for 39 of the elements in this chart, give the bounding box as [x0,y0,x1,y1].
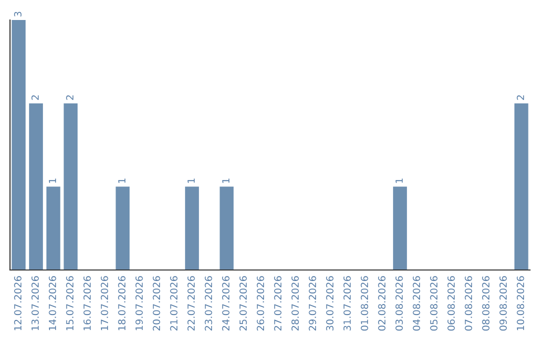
x-tick-label: 30.07.2026 [326,276,334,330]
x-tick-label: 28.07.2026 [291,276,299,331]
data-label: 2 [516,95,524,100]
data-label: 1 [118,178,126,183]
x-tick-label: 10.08.2026 [516,276,524,330]
x-tick-label: 21.07.2026 [170,276,178,331]
x-tick-label: 14.07.2026 [48,276,56,330]
x-tick-label: 27.07.2026 [274,276,282,331]
data-label: 3 [14,12,22,16]
x-tick-label: 05.08.2026 [430,276,438,331]
x-tick-label: 18.07.2026 [118,276,126,330]
x-tick-label: 01.08.2026 [360,276,368,331]
x-tick-label: 03.08.2026 [395,276,403,331]
x-tick-label: 17.07.2026 [100,276,108,330]
data-label: 1 [188,178,195,183]
x-tick-label: 07.08.2026 [464,276,472,331]
x-tick-label: 22.07.2026 [187,276,195,331]
x-tick-label: 04.08.2026 [412,276,420,331]
data-label: 1 [396,178,403,183]
x-tick-label: 06.08.2026 [447,276,455,331]
x-tick-label: 29.07.2026 [308,276,316,331]
data-label: 1 [48,178,56,183]
x-tick-label: 16.07.2026 [83,276,91,330]
x-tick-label: 19.07.2026 [135,276,143,330]
x-tick-label: 23.07.2026 [204,276,212,331]
x-tick-label: 02.08.2026 [378,276,386,331]
data-label: 1 [222,178,230,183]
x-tick-label: 26.07.2026 [256,276,264,331]
x-tick-label: 13.07.2026 [31,276,39,330]
x-tick-label: 15.07.2026 [66,276,74,330]
data-label: 2 [31,95,39,100]
x-tick-label: 24.07.2026 [222,276,230,331]
data-label: 2 [66,95,74,100]
x-tick-label: 09.08.2026 [499,276,507,331]
x-tick-label: 31.07.2026 [343,276,351,330]
x-tick-label: 20.07.2026 [152,276,160,331]
x-tick-label: 12.07.2026 [14,276,22,330]
x-tick-label: 25.07.2026 [239,276,247,331]
x-tick-label: 08.08.2026 [482,276,490,331]
